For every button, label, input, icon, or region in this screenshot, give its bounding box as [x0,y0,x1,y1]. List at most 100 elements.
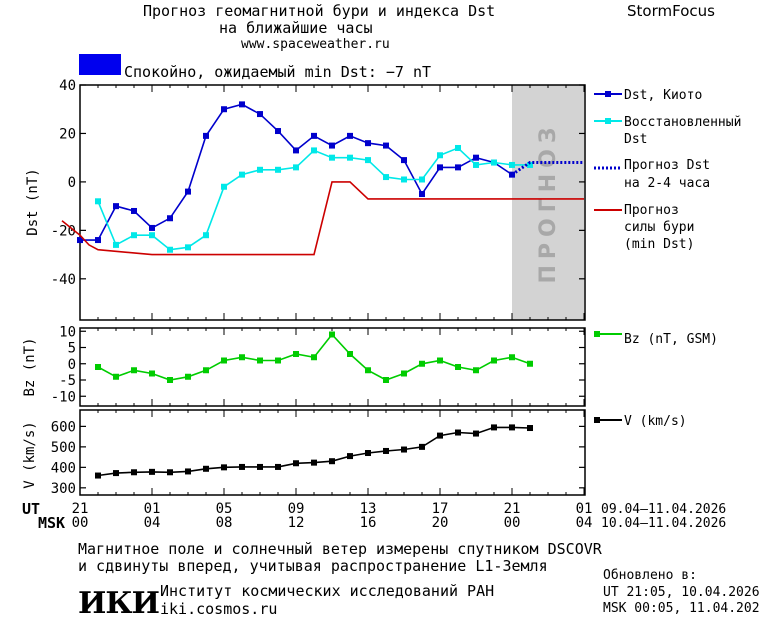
y-tick-label: -40 [51,272,76,288]
data-point [383,174,389,181]
data-point [293,164,299,171]
chart-title-line1: Прогноз геомагнитной бури и индекса Dst [143,2,496,20]
y-tick-label: 600 [51,419,76,435]
series-line-0-3 [61,181,584,256]
v-plot: 600 500 400 300 [51,419,585,497]
data-point [527,425,533,432]
data-point [257,463,263,470]
data-point [77,237,83,244]
data-point [473,430,479,437]
data-point [473,161,479,168]
data-point [167,377,173,383]
data-point [221,183,227,190]
institute-url[interactable]: iki.cosmos.ru [160,600,278,618]
data-point [185,373,191,380]
updated-msk: MSK 00:05, 11.04.2026 [603,601,760,616]
data-point [131,232,137,239]
data-point [257,166,263,173]
y-tick-label: 5 [68,341,76,357]
data-point [347,351,353,357]
data-point [131,207,137,214]
data-point [437,357,443,364]
data-point [203,465,209,472]
data-point [329,331,335,338]
data-point [329,142,335,149]
data-point [401,370,407,377]
ut-axis-label: UT [22,500,41,518]
series-line-2-0 [97,426,531,477]
data-point [221,357,227,364]
data-point [401,176,407,183]
data-point [113,203,119,210]
data-point [95,364,101,370]
data-point [419,191,425,198]
msk-tick-label: 12 [288,515,305,531]
y-tick-label: 0 [68,175,76,191]
legend-dst-kyoto: Dst, Киото [624,88,702,103]
data-point [365,367,371,374]
data-point [383,377,389,383]
dst-plot: 40 20 0 -20 -40 [51,78,585,288]
data-point [167,469,173,476]
forecast-label: ПРОГНОЗ [536,121,561,283]
data-point [419,176,425,183]
ut-tick-label: 05 [216,501,233,517]
data-point [95,472,101,479]
data-point [221,106,227,113]
legend-storm-1: Прогноз [624,203,679,218]
msk-tick-label: 00 [504,515,521,531]
y-tick-label: 40 [59,78,76,94]
msk-axis-label: MSK [38,514,66,532]
data-point [239,101,245,108]
updated-ut: UT 21:05, 10.04.2026 [603,585,760,600]
data-point [347,154,353,161]
data-point [401,446,407,453]
dst-axis-title: Dst (nT) [25,168,41,235]
ut-tick-label: 21 [504,501,521,517]
ut-date-range: 09.04–11.04.2026 [601,502,727,517]
data-point [239,463,245,470]
data-point [365,450,371,457]
msk-tick-label: 04 [144,515,161,531]
data-point [203,132,209,139]
data-point [329,458,335,465]
data-point [275,166,281,173]
y-tick-label: -10 [51,389,76,405]
data-point [437,164,443,171]
footer-note-line1: Магнитное поле и солнечный ветер измерен… [78,540,602,558]
data-point [509,424,515,431]
data-point [311,132,317,139]
data-point [347,453,353,460]
time-axis-ticks: 21 01 05 09 13 17 21 01 00 04 08 12 16 20 00 04 [72,85,592,531]
ut-tick-label: 21 [72,501,89,517]
legend-dst-rec-1: Восстановленный [624,115,741,130]
data-point [113,241,119,248]
legend-forecast-1: Прогноз Dst [624,158,710,173]
site-url: www.spaceweather.ru [241,37,390,52]
v-panel-frame [79,409,586,496]
data-point [113,470,119,477]
iki-logo: ИКИ [78,586,160,621]
msk-tick-label: 20 [432,515,449,531]
data-point [491,159,497,166]
legend-bz: Bz (nT, GSM) [624,332,718,347]
data-point [167,246,173,253]
data-point [149,370,155,377]
chart-title-line2: на ближайшие часы [219,19,373,37]
data-point [473,154,479,161]
y-tick-label: 10 [59,324,76,340]
data-point [221,464,227,471]
y-tick-label: 20 [59,126,76,142]
data-point [383,142,389,149]
data-point [509,161,515,168]
y-tick-label: -5 [59,373,76,389]
data-point [419,443,425,450]
msk-tick-label: 08 [216,515,233,531]
status-indicator [79,54,121,75]
ut-tick-label: 17 [432,501,449,517]
legend: Dst, Киото Восстановленный Dst Прогноз D… [594,88,741,429]
data-point [365,140,371,147]
legend-v-marker [594,417,600,423]
data-point [473,367,479,374]
